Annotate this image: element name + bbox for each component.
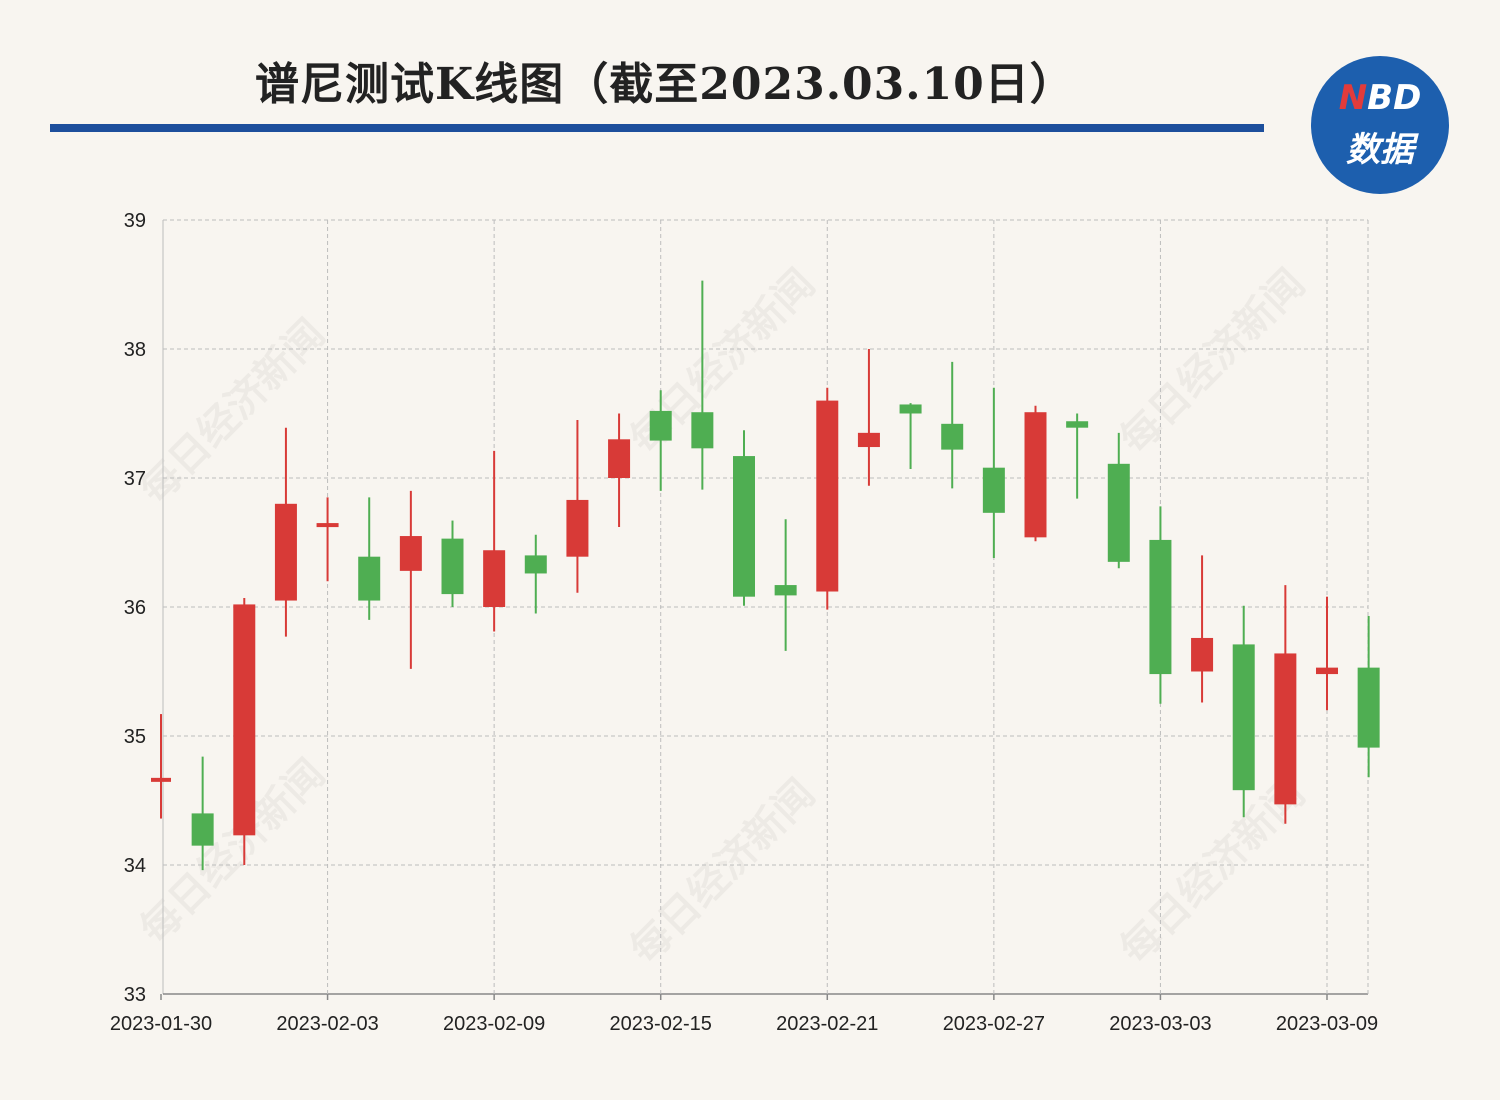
- y-tick-label: 35: [124, 726, 146, 748]
- candle-body: [1191, 637, 1214, 672]
- candle-body: [1024, 412, 1047, 538]
- candle: [316, 497, 339, 582]
- candle: [941, 361, 964, 489]
- candle-body: [399, 536, 422, 571]
- candle: [733, 430, 755, 606]
- candle-body: [691, 412, 714, 449]
- candle: [1066, 413, 1089, 499]
- logo-text-top: NBD: [1338, 78, 1422, 118]
- x-tick-label: 2023-02-15: [610, 1013, 712, 1035]
- candle-body: [733, 456, 755, 597]
- candle: [899, 403, 922, 469]
- candle: [608, 413, 631, 528]
- x-tick-label: 2023-02-21: [776, 1013, 878, 1035]
- candle-body: [1149, 539, 1172, 675]
- candle: [774, 519, 797, 651]
- candle-body: [316, 523, 339, 528]
- candle-body: [941, 423, 964, 450]
- candle: [441, 520, 464, 607]
- candle-body: [358, 556, 381, 601]
- candle-body: [1066, 421, 1089, 428]
- candle-body: [483, 550, 506, 607]
- candle-body: [774, 585, 797, 596]
- y-tick-label: 39: [124, 210, 146, 232]
- candle: [1232, 605, 1255, 818]
- x-tick-label: 2023-02-09: [443, 1013, 545, 1035]
- candle-body: [441, 538, 464, 595]
- y-axis-ticks: 33 34 35 36 37 38 39: [124, 210, 146, 1006]
- candle-body: [191, 813, 214, 846]
- nbd-logo: NBD 数据: [1311, 56, 1449, 194]
- candle: [1191, 555, 1214, 703]
- y-tick-label: 36: [124, 597, 146, 619]
- chart-title: 谱尼测试K线图（截至2023.03.10日）: [255, 59, 1075, 110]
- x-tick-label: 2023-01-30: [110, 1013, 212, 1035]
- candle: [524, 534, 547, 614]
- candle-body: [899, 404, 922, 414]
- candle-body: [1107, 463, 1130, 562]
- candle-body: [1232, 644, 1255, 791]
- candle: [483, 450, 506, 632]
- y-tick-label: 33: [124, 984, 146, 1006]
- y-tick-label: 38: [124, 339, 146, 361]
- candle: [1357, 616, 1380, 778]
- candle-body: [151, 777, 171, 782]
- candle: [649, 390, 672, 491]
- candle-body: [233, 604, 256, 836]
- candle-body: [1316, 667, 1338, 675]
- candle-body: [857, 432, 880, 448]
- candle: [1274, 585, 1297, 824]
- candle: [982, 387, 1005, 558]
- x-tick-label: 2023-02-27: [943, 1013, 1045, 1035]
- title-underline: [50, 124, 1264, 132]
- candle: [1024, 405, 1047, 542]
- candle: [274, 427, 297, 637]
- candle: [151, 714, 171, 819]
- candle: [691, 280, 714, 490]
- y-tick-label: 34: [124, 855, 146, 877]
- grid-lines: [162, 219, 1369, 995]
- y-tick-label: 37: [124, 468, 146, 490]
- candles: [151, 280, 1380, 871]
- candle: [191, 756, 214, 871]
- candle-body: [274, 503, 297, 601]
- candle: [399, 490, 422, 669]
- candle-body: [566, 499, 589, 557]
- candle-body: [982, 467, 1005, 513]
- candle: [1316, 596, 1338, 711]
- candle: [857, 349, 880, 486]
- candle: [358, 497, 381, 620]
- candle-body: [649, 410, 672, 441]
- candle: [1149, 506, 1172, 704]
- candle-body: [1357, 667, 1380, 748]
- candle-body: [608, 439, 631, 478]
- logo-text-bottom: 数据: [1346, 130, 1414, 170]
- candle-body: [816, 400, 839, 592]
- candle: [566, 419, 589, 593]
- x-tick-label: 2023-02-03: [276, 1013, 378, 1035]
- candle-body: [524, 555, 547, 574]
- candle: [233, 597, 256, 865]
- x-tick-label: 2023-03-09: [1276, 1013, 1378, 1035]
- candle: [1107, 432, 1130, 569]
- x-tick-label: 2023-03-03: [1109, 1013, 1211, 1035]
- candle: [816, 387, 839, 610]
- candle-body: [1274, 653, 1297, 805]
- x-axis-ticks: 2023-01-30 2023-02-03 2023-02-09 2023-02-15…: [110, 994, 1378, 1035]
